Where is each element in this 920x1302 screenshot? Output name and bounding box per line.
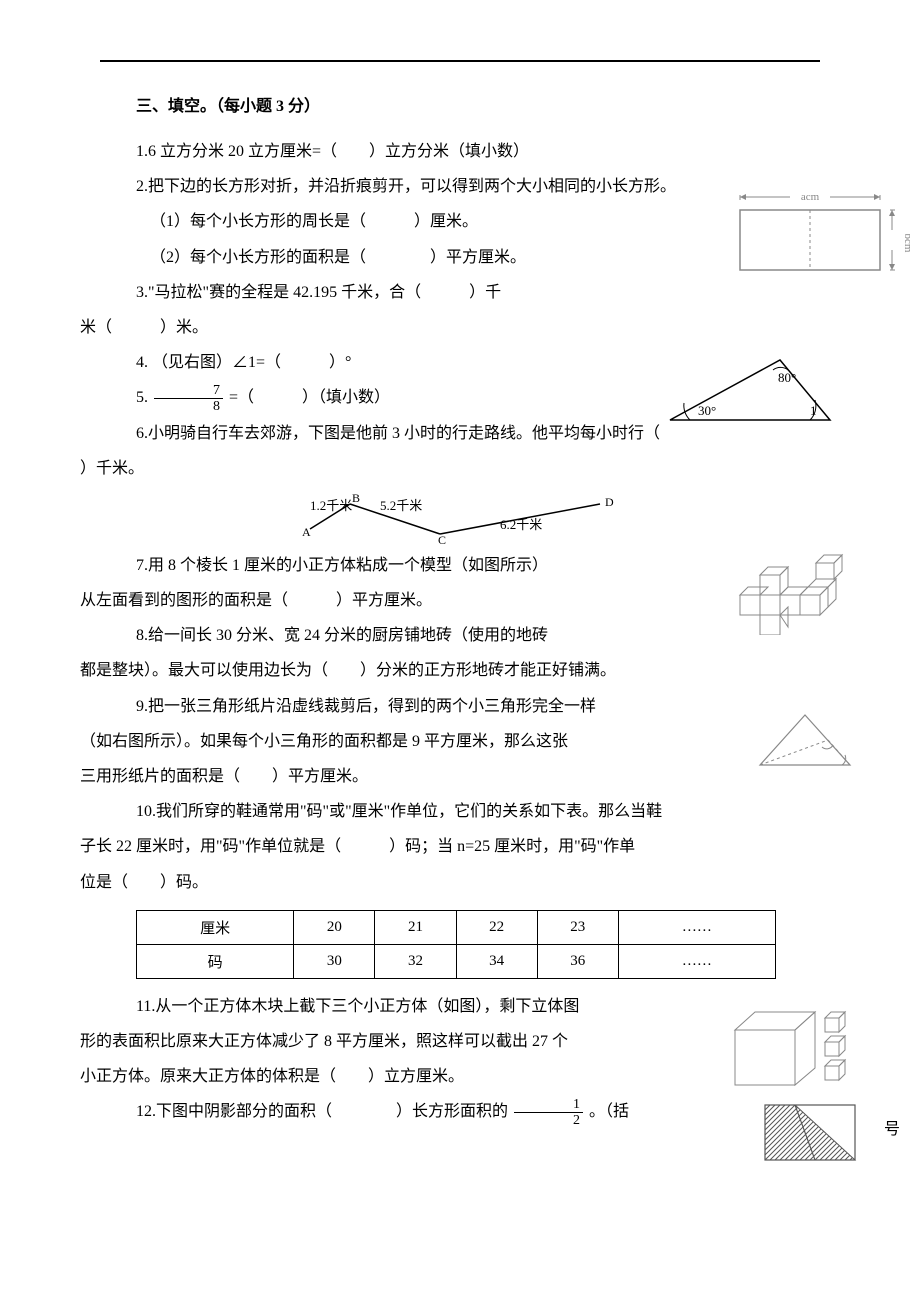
q1: 1.6 立方分米 20 立方厘米=（ ）立方分米（填小数）	[80, 134, 840, 169]
svg-text:5.2千米: 5.2千米	[380, 498, 422, 513]
fraction-7-8: 7 8	[154, 383, 223, 415]
q10b: 子长 22 厘米时，用"码"作单位就是（ ）码；当 n=25 厘米时，用"码"作…	[80, 829, 840, 864]
svg-text:1.2千米: 1.2千米	[310, 498, 352, 513]
page-container: 三、填空。（每小题 3 分） 1.6 立方分米 20 立方厘米=（ ）立方分米（…	[0, 0, 920, 1170]
q9b: （如右图所示）。如果每个小三角形的面积都是 9 平方厘米，那么这张	[80, 724, 840, 759]
q12b: 。（括	[589, 1103, 629, 1120]
svg-text:B: B	[352, 494, 360, 505]
shoe-size-table: 厘米 20 21 22 23 …… 码 30 32 34 36 ……	[136, 910, 776, 979]
cube-cut-figure	[725, 1000, 865, 1090]
q5-pre: 5.	[136, 389, 148, 406]
th-code: 码	[137, 944, 294, 978]
svg-text:6.2千米: 6.2千米	[500, 517, 542, 532]
svg-text:bcm: bcm	[902, 234, 910, 253]
section-title: 三、填空。（每小题 3 分）	[80, 92, 840, 116]
svg-text:D: D	[605, 495, 614, 509]
svg-text:C: C	[438, 533, 446, 544]
table-row: 码 30 32 34 36 ……	[137, 944, 776, 978]
q10a: 10.我们所穿的鞋通常用"码"或"厘米"作单位，它们的关系如下表。那么当鞋	[80, 794, 840, 829]
q6b: ）千米。	[80, 451, 840, 486]
triangle-dash-figure	[750, 705, 860, 775]
q12a: 12.下图中阴影部分的面积（ ）长方形面积的	[136, 1103, 508, 1120]
q7b: 从左面看到的图形的面积是（ ）平方厘米。	[80, 583, 840, 618]
q9a: 9.把一张三角形纸片沿虚线裁剪后，得到的两个小三角形完全一样	[80, 689, 840, 724]
q10c: 位是（ ）码。	[80, 865, 840, 900]
right-label-hao: 号	[884, 1115, 900, 1139]
q3b: 米（ ）米。	[80, 310, 840, 345]
svg-text:A: A	[302, 525, 311, 539]
q7a: 7.用 8 个棱长 1 厘米的小正方体粘成一个模型（如图所示）	[80, 548, 840, 583]
top-horizontal-rule	[100, 60, 820, 62]
table-row: 厘米 20 21 22 23 ……	[137, 910, 776, 944]
q12: 12.下图中阴影部分的面积（ ）长方形面积的 1 2 。（括	[80, 1094, 840, 1129]
q5-post: =（ ）（填小数）	[229, 389, 390, 406]
path-figure: A B C D 1.2千米 5.2千米 6.2千米	[290, 494, 630, 544]
q8b: 都是整块）。最大可以使用边长为（ ）分米的正方形地砖才能正好铺满。	[80, 653, 840, 688]
q9c: 三用形纸片的面积是（ ）平方厘米。	[80, 759, 840, 794]
q5: 5. 7 8 =（ ）（填小数）	[80, 380, 840, 415]
q6a: 6.小明骑自行车去郊游，下图是他前 3 小时的行走路线。他平均每小时行（	[80, 416, 840, 451]
fraction-1-2: 1 2	[514, 1097, 583, 1129]
q8a: 8.给一间长 30 分米、宽 24 分米的厨房铺地砖（使用的地砖	[80, 618, 840, 653]
shaded-rect-figure	[760, 1100, 860, 1170]
th-cm: 厘米	[137, 910, 294, 944]
svg-text:acm: acm	[801, 191, 820, 203]
q3a: 3."马拉松"赛的全程是 42.195 千米，合（ ）千	[80, 275, 840, 310]
